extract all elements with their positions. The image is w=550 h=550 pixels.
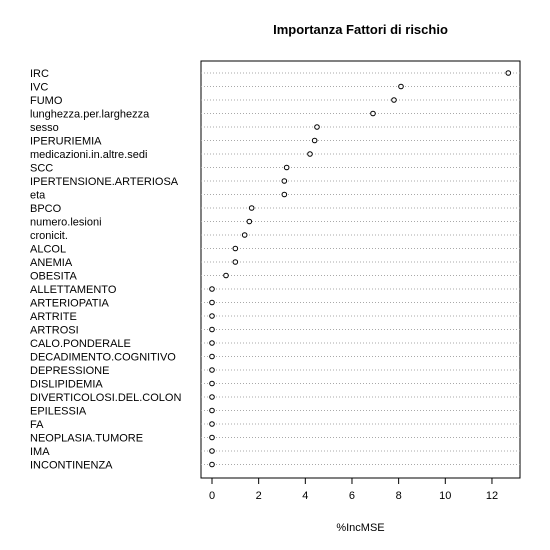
- gridlines: [201, 73, 520, 465]
- x-tick-label: 10: [439, 490, 451, 502]
- category-label: IPERTENSIONE.ARTERIOSA: [30, 176, 179, 188]
- category-label: lunghezza.per.larghezza: [30, 109, 150, 121]
- data-point: [210, 449, 215, 454]
- data-point: [210, 300, 215, 305]
- category-label: DISLIPIDEMIA: [30, 379, 103, 391]
- data-point: [233, 246, 238, 251]
- data-point: [284, 165, 289, 170]
- category-label: FA: [30, 419, 44, 431]
- data-point: [210, 462, 215, 467]
- data-point: [210, 327, 215, 332]
- data-point: [399, 84, 404, 89]
- category-label: sesso: [30, 122, 59, 134]
- category-label: ARTERIOPATIA: [30, 298, 110, 310]
- category-label: IPERURIEMIA: [30, 136, 102, 148]
- category-label: IVC: [30, 82, 48, 94]
- category-label: BPCO: [30, 203, 62, 215]
- category-label: IMA: [30, 446, 50, 458]
- category-label: numero.lesioni: [30, 217, 102, 229]
- data-point: [506, 71, 511, 76]
- category-label: DIVERTICOLOSI.DEL.COLON: [30, 392, 181, 404]
- data-point: [210, 341, 215, 346]
- data-point: [224, 273, 229, 278]
- x-axis-label: %IncMSE: [336, 522, 384, 534]
- x-tick-label: 2: [256, 490, 262, 502]
- category-label: DEPRESSIONE: [30, 365, 109, 377]
- category-label: DECADIMENTO.COGNITIVO: [30, 352, 176, 364]
- data-point: [210, 408, 215, 413]
- category-label: OBESITA: [30, 271, 78, 283]
- category-label: cronicit.: [30, 230, 68, 242]
- data-point: [233, 260, 238, 265]
- x-tick-label: 12: [486, 490, 498, 502]
- category-label: CALO.PONDERALE: [30, 338, 131, 350]
- data-point: [210, 314, 215, 319]
- category-label: ALCOL: [30, 244, 66, 256]
- category-label: IRC: [30, 68, 49, 80]
- category-label: SCC: [30, 163, 53, 175]
- category-label: ARTRITE: [30, 311, 77, 323]
- data-point: [210, 435, 215, 440]
- category-label: ARTROSI: [30, 325, 79, 337]
- data-points: [210, 71, 511, 467]
- category-label: medicazioni.in.altre.sedi: [30, 149, 147, 161]
- data-point: [210, 381, 215, 386]
- x-axis: 0 2 4 6 8 10 12: [209, 478, 498, 502]
- data-point: [282, 179, 287, 184]
- category-label: NEOPLASIA.TUMORE: [30, 433, 143, 445]
- data-point: [210, 422, 215, 427]
- x-tick-label: 0: [209, 490, 215, 502]
- data-point: [392, 98, 397, 103]
- category-label: ALLETTAMENTO: [30, 284, 117, 296]
- data-point: [371, 111, 376, 116]
- plot-frame: [201, 61, 520, 478]
- data-point: [210, 287, 215, 292]
- data-point: [210, 395, 215, 400]
- x-tick-label: 6: [349, 490, 355, 502]
- data-point: [247, 219, 252, 224]
- category-label: FUMO: [30, 95, 63, 107]
- data-point: [282, 192, 287, 197]
- data-point: [242, 233, 247, 238]
- data-point: [315, 125, 320, 130]
- category-label: INCONTINENZA: [30, 460, 113, 472]
- x-tick-label: 4: [302, 490, 308, 502]
- data-point: [210, 368, 215, 373]
- category-label: ANEMIA: [30, 257, 73, 269]
- data-point: [308, 152, 313, 157]
- data-point: [249, 206, 254, 211]
- data-point: [210, 354, 215, 359]
- category-label: eta: [30, 190, 46, 202]
- x-tick-label: 8: [396, 490, 402, 502]
- data-point: [312, 138, 317, 143]
- category-label: EPILESSIA: [30, 406, 87, 418]
